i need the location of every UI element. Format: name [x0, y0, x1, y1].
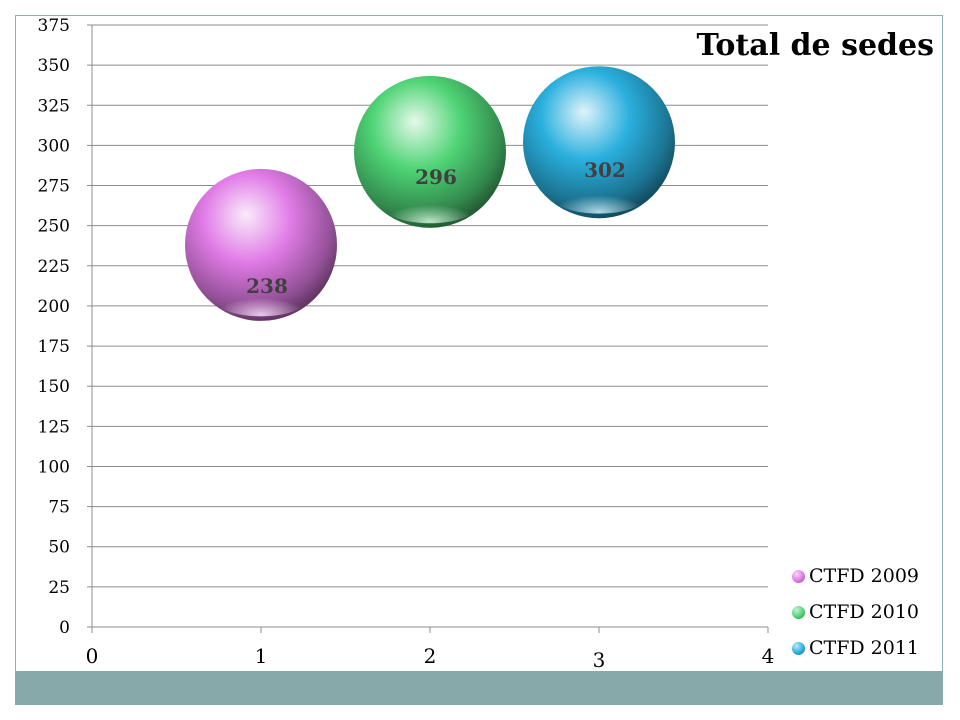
bubble-ctfd-2010 [354, 75, 506, 228]
y-tick-label: 125 [38, 417, 70, 437]
x-tick-label: 2 [424, 644, 437, 668]
y-tick-label: 75 [48, 498, 70, 518]
bubble-ctfd-2011 [523, 66, 675, 219]
y-tick-label: 375 [38, 16, 70, 36]
data-label: 302 [584, 158, 626, 182]
x-tick-label: 3 [593, 648, 606, 672]
legend-label: CTFD 2010 [809, 601, 920, 623]
chart-title: Total de sedes [696, 28, 934, 63]
x-tick-label: 0 [86, 644, 99, 668]
y-tick-label: 50 [48, 538, 70, 558]
bubble-rim-highlight [384, 189, 476, 224]
y-tick-label: 300 [38, 136, 70, 156]
footer-bar [15, 671, 943, 705]
y-tick-label: 325 [38, 96, 70, 116]
legend: CTFD 2009 CTFD 2010 CTFD 2011 [792, 558, 952, 666]
y-tick-label: 225 [38, 257, 70, 277]
legend-item-ctfd-2009: CTFD 2009 [792, 558, 952, 594]
legend-label: CTFD 2009 [809, 565, 920, 587]
y-tick-label: 25 [48, 578, 70, 598]
y-tick-label: 150 [38, 377, 70, 397]
y-tick-label: 0 [59, 618, 70, 638]
legend-swatch-ctfd-2009 [792, 569, 805, 583]
legend-swatch-ctfd-2011 [792, 641, 805, 655]
data-label: 238 [246, 274, 288, 298]
bubble-ctfd-2009 [185, 168, 337, 321]
legend-swatch-ctfd-2010 [792, 605, 805, 619]
y-tick-label: 350 [38, 56, 70, 76]
y-tick-label: 175 [38, 337, 70, 357]
legend-item-ctfd-2010: CTFD 2010 [792, 594, 952, 630]
y-tick-label: 250 [38, 217, 70, 237]
x-tick-label: 1 [255, 644, 268, 668]
bubble-rim-highlight [553, 180, 645, 214]
y-tick-label: 200 [38, 297, 70, 317]
data-label: 296 [415, 165, 457, 189]
y-tick-label: 275 [38, 177, 70, 197]
x-tick-label: 4 [762, 644, 775, 668]
legend-label: CTFD 2011 [809, 637, 920, 659]
bubble-rim-highlight [215, 282, 307, 317]
y-tick-label: 100 [38, 457, 70, 477]
legend-item-ctfd-2011: CTFD 2011 [792, 630, 952, 666]
